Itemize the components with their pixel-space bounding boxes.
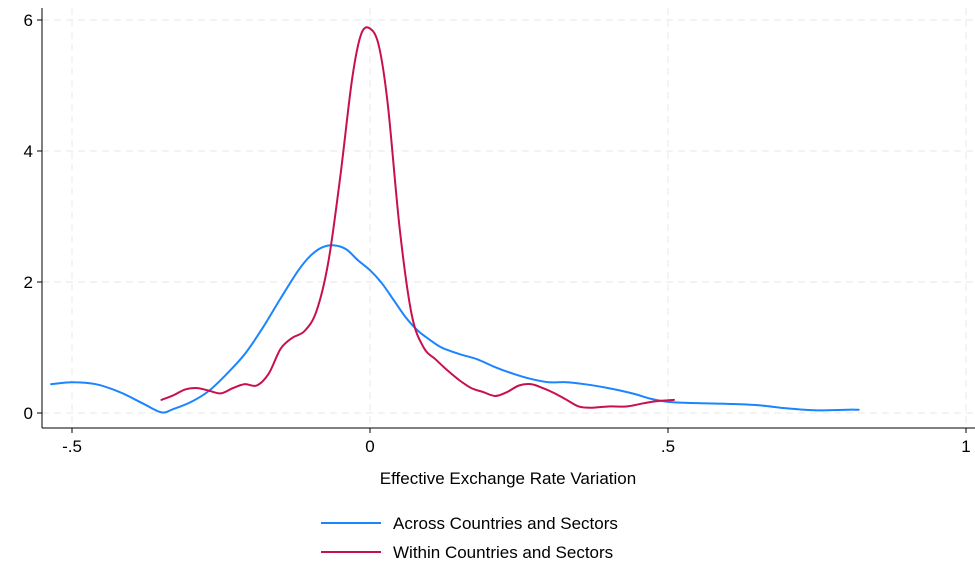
series-line-within: [160, 26, 675, 409]
y-tick-label: 2: [24, 273, 33, 292]
x-tick-label: 0: [365, 437, 374, 456]
y-tick-label: 0: [24, 404, 33, 423]
legend-label: Within Countries and Sectors: [393, 543, 613, 562]
legend-label: Across Countries and Sectors: [393, 514, 618, 533]
legend-item: Across Countries and Sectors: [321, 514, 618, 533]
y-tick-label: 6: [24, 11, 33, 30]
x-tick-label: .5: [661, 437, 675, 456]
y-tick-label: 4: [24, 142, 33, 161]
tick-labels: 0 2 4 6 -.5 0 .5 1: [24, 11, 971, 456]
x-tick-label: 1: [961, 437, 970, 456]
axes: [41, 8, 975, 429]
series-group: [50, 26, 860, 414]
grid: [42, 8, 975, 428]
legend-item: Within Countries and Sectors: [321, 543, 613, 562]
x-axis-label: Effective Exchange Rate Variation: [380, 469, 636, 488]
legend: Across Countries and Sectors Within Count…: [321, 514, 618, 562]
x-tick-label: -.5: [62, 437, 82, 456]
